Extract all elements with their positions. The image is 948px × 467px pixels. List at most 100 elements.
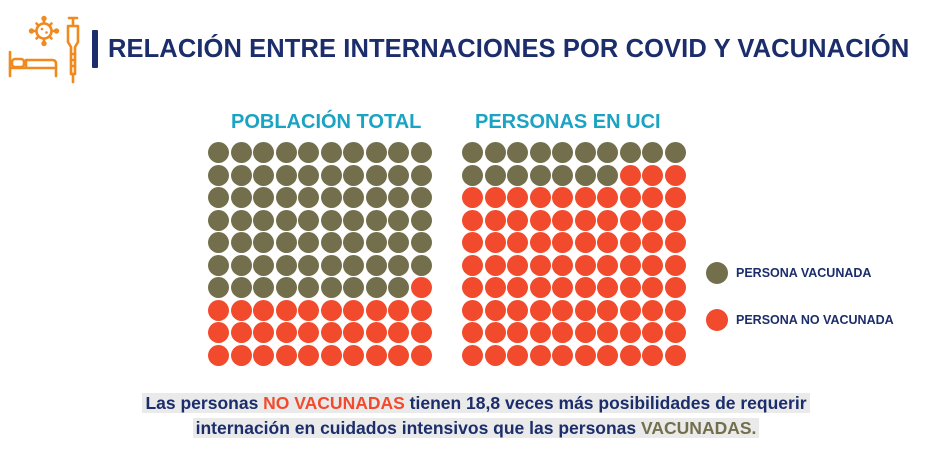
waffle-dot-vacunada bbox=[208, 209, 229, 231]
waffle-dot-vacunada bbox=[320, 254, 342, 276]
waffle-dot-no-vacunada bbox=[619, 232, 641, 253]
waffle-dot-no-vacunada bbox=[529, 322, 551, 343]
waffle-dot-no-vacunada bbox=[388, 299, 409, 321]
waffle-dot-vacunada bbox=[320, 187, 342, 208]
waffle-dot-no-vacunada bbox=[529, 277, 551, 298]
waffle-dot-no-vacunada bbox=[642, 209, 663, 231]
waffle-dot-vacunada bbox=[410, 232, 432, 253]
waffle-dot-vacunada bbox=[230, 254, 252, 276]
waffle-dot-no-vacunada bbox=[208, 344, 229, 366]
header: RELACIÓN ENTRE INTERNACIONES POR COVID Y… bbox=[6, 14, 909, 84]
waffle-dot-no-vacunada bbox=[642, 164, 663, 186]
waffle-dot-vacunada bbox=[298, 277, 319, 298]
waffle-dot-vacunada bbox=[365, 187, 387, 208]
waffle-dot-no-vacunada bbox=[343, 299, 364, 321]
waffle-dot-no-vacunada bbox=[343, 344, 364, 366]
waffle-dot-vacunada bbox=[230, 187, 252, 208]
waffle-dot-no-vacunada bbox=[507, 209, 528, 231]
waffle-dot-vacunada bbox=[365, 232, 387, 253]
waffle-dot-vacunada bbox=[230, 142, 252, 163]
waffle-dot-vacunada bbox=[298, 142, 319, 163]
waffle-dot-vacunada bbox=[208, 232, 229, 253]
waffle-dot-vacunada bbox=[343, 164, 364, 186]
waffle-chart-poblacion-total bbox=[208, 142, 436, 370]
legend-item-no-vacunada: PERSONA NO VACUNADA bbox=[706, 309, 894, 331]
legend-swatch-vacunada bbox=[706, 262, 728, 284]
legend-label-no-vacunada: PERSONA NO VACUNADA bbox=[736, 313, 894, 327]
waffle-dot-no-vacunada bbox=[365, 344, 387, 366]
waffle-dot-no-vacunada bbox=[529, 299, 551, 321]
waffle-dot-no-vacunada bbox=[484, 344, 506, 366]
waffle-dot-no-vacunada bbox=[552, 254, 573, 276]
waffle-dot-vacunada bbox=[320, 164, 342, 186]
waffle-dot-no-vacunada bbox=[552, 322, 573, 343]
waffle-dot-no-vacunada bbox=[388, 344, 409, 366]
waffle-dot-vacunada bbox=[230, 164, 252, 186]
waffle-dot-no-vacunada bbox=[462, 344, 483, 366]
waffle-dot-vacunada bbox=[507, 164, 528, 186]
chart-title-poblacion-total: POBLACIÓN TOTAL bbox=[231, 111, 422, 133]
waffle-dot-no-vacunada bbox=[664, 344, 686, 366]
waffle-dot-no-vacunada bbox=[462, 232, 483, 253]
waffle-dot-no-vacunada bbox=[484, 232, 506, 253]
waffle-dot-vacunada bbox=[343, 209, 364, 231]
waffle-dot-no-vacunada bbox=[664, 232, 686, 253]
caption-line-1-box: Las personas NO VACUNADAS tienen 18,8 ve… bbox=[142, 393, 810, 413]
caption-text: tienen 18,8 veces más posibilidades de r… bbox=[404, 393, 807, 413]
waffle-dot-no-vacunada bbox=[253, 344, 274, 366]
waffle-dot-vacunada bbox=[365, 277, 387, 298]
waffle-chart-personas-en-uci bbox=[462, 142, 690, 370]
waffle-dot-vacunada bbox=[642, 142, 663, 163]
caption-text: internación en cuidados intensivos que l… bbox=[195, 418, 642, 438]
waffle-dot-vacunada bbox=[410, 209, 432, 231]
waffle-dot-no-vacunada bbox=[552, 299, 573, 321]
waffle-dot-no-vacunada bbox=[410, 299, 432, 321]
waffle-dot-no-vacunada bbox=[484, 254, 506, 276]
waffle-dot-vacunada bbox=[410, 142, 432, 163]
waffle-dot-no-vacunada bbox=[574, 322, 596, 343]
waffle-dot-no-vacunada bbox=[597, 232, 618, 253]
waffle-dot-no-vacunada bbox=[320, 299, 342, 321]
waffle-dot-no-vacunada bbox=[552, 232, 573, 253]
waffle-dot-no-vacunada bbox=[365, 322, 387, 343]
waffle-dot-vacunada bbox=[320, 277, 342, 298]
waffle-dot-no-vacunada bbox=[507, 344, 528, 366]
waffle-dot-no-vacunada bbox=[552, 277, 573, 298]
waffle-dot-no-vacunada bbox=[365, 299, 387, 321]
chart-title-personas-en-uci: PERSONAS EN UCI bbox=[475, 111, 661, 133]
waffle-dot-vacunada bbox=[275, 187, 297, 208]
waffle-dot-no-vacunada bbox=[574, 187, 596, 208]
waffle-dot-vacunada bbox=[597, 164, 618, 186]
waffle-dot-vacunada bbox=[208, 254, 229, 276]
waffle-dot-no-vacunada bbox=[597, 277, 618, 298]
waffle-dot-vacunada bbox=[275, 142, 297, 163]
waffle-dot-vacunada bbox=[298, 232, 319, 253]
waffle-dot-no-vacunada bbox=[298, 322, 319, 343]
waffle-dot-vacunada bbox=[552, 164, 573, 186]
waffle-dot-vacunada bbox=[275, 277, 297, 298]
waffle-dot-no-vacunada bbox=[484, 209, 506, 231]
waffle-dot-vacunada bbox=[343, 187, 364, 208]
waffle-dot-no-vacunada bbox=[574, 299, 596, 321]
waffle-dot-no-vacunada bbox=[597, 209, 618, 231]
waffle-dot-vacunada bbox=[253, 187, 274, 208]
waffle-dot-vacunada bbox=[574, 142, 596, 163]
legend-item-vacunada: PERSONA VACUNADA bbox=[706, 262, 871, 284]
waffle-dot-no-vacunada bbox=[484, 277, 506, 298]
waffle-dot-no-vacunada bbox=[552, 209, 573, 231]
legend-label-vacunada: PERSONA VACUNADA bbox=[736, 266, 872, 280]
waffle-dot-vacunada bbox=[552, 142, 573, 163]
waffle-dot-no-vacunada bbox=[597, 322, 618, 343]
waffle-dot-no-vacunada bbox=[664, 322, 686, 343]
waffle-dot-vacunada bbox=[388, 209, 409, 231]
waffle-dot-no-vacunada bbox=[388, 322, 409, 343]
waffle-dot-vacunada bbox=[365, 142, 387, 163]
waffle-dot-vacunada bbox=[275, 164, 297, 186]
waffle-dot-no-vacunada bbox=[619, 209, 641, 231]
waffle-dot-no-vacunada bbox=[529, 344, 551, 366]
waffle-dot-vacunada bbox=[343, 277, 364, 298]
waffle-dot-no-vacunada bbox=[343, 322, 364, 343]
waffle-dot-vacunada bbox=[462, 142, 483, 163]
waffle-dot-vacunada bbox=[507, 142, 528, 163]
waffle-dot-no-vacunada bbox=[664, 164, 686, 186]
